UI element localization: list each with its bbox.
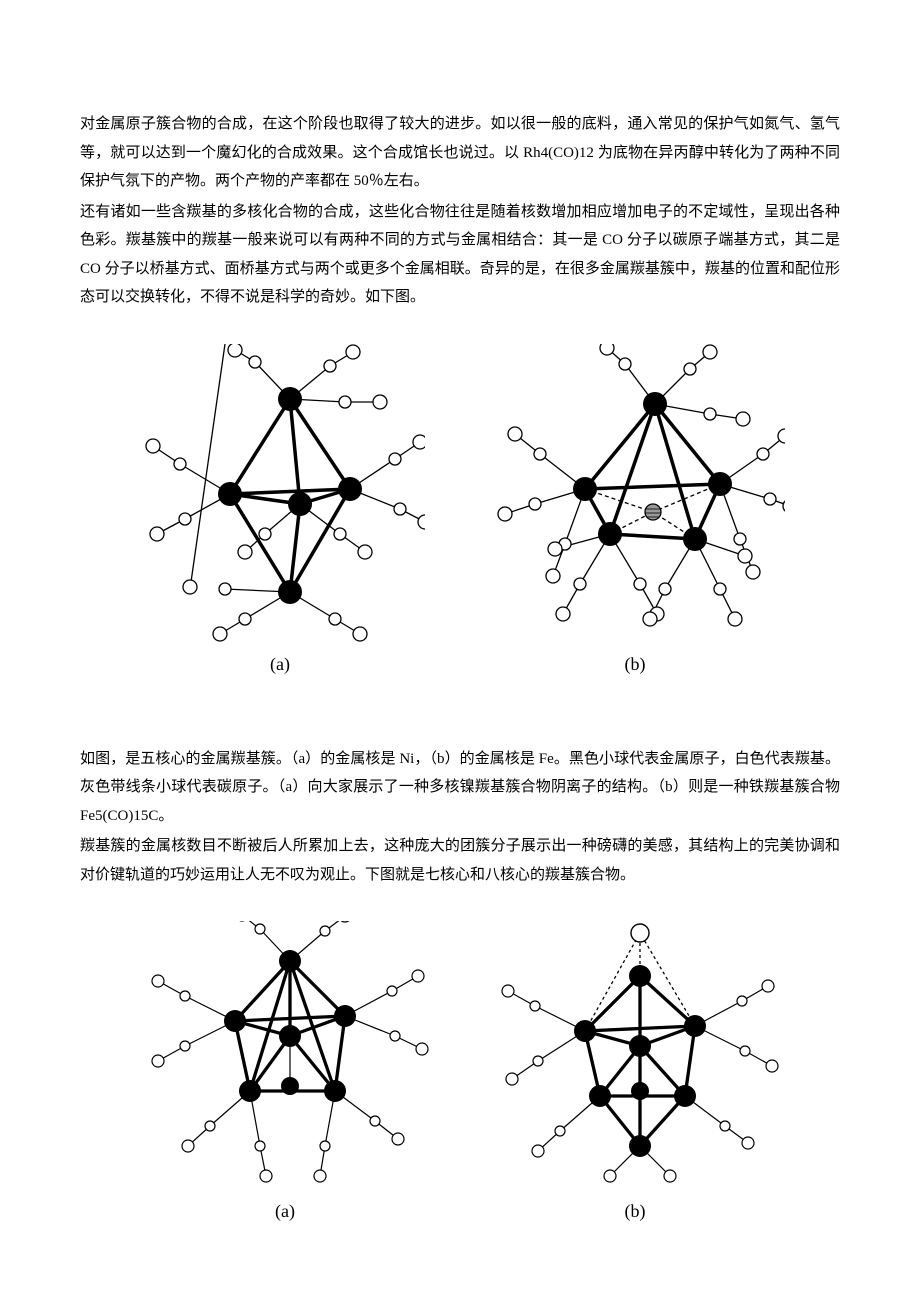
cluster-diagram-8core xyxy=(490,921,780,1191)
paragraph-1: 对金属原子簇合物的合成，在这个阶段也取得了较大的进步。如以很一般的底料，通入常见… xyxy=(80,110,840,196)
figure-1a-caption: (a) xyxy=(270,654,290,675)
figure-1b-caption: (b) xyxy=(625,654,646,675)
figure-1a: (a) xyxy=(135,344,425,675)
figure-group-2: (a) xyxy=(80,921,840,1222)
figure-2a: (a) xyxy=(140,921,430,1222)
document-page: 对金属原子簇合物的合成，在这个阶段也取得了较大的进步。如以很一般的底料，通入常见… xyxy=(0,0,920,1272)
cluster-diagram-ni5 xyxy=(135,344,425,644)
figure-1b: (b) xyxy=(485,344,785,675)
cluster-diagram-7core xyxy=(140,921,430,1191)
figure-group-1: (a) xyxy=(80,344,840,675)
figure-2b: (b) xyxy=(490,921,780,1222)
paragraph-4: 羰基簇的金属核数目不断被后人所累加上去，这种庞大的团簇分子展示出一种磅礴的美感，… xyxy=(80,832,840,889)
figure-2b-caption: (b) xyxy=(625,1201,646,1222)
paragraph-3: 如图，是五核心的金属羰基簇。（a）的金属核是 Ni，（b）的金属核是 Fe。黑色… xyxy=(80,745,840,831)
paragraph-2: 还有诸如一些含羰基的多核化合物的合成，这些化合物往往是随着核数增加相应增加电子的… xyxy=(80,198,840,312)
cluster-diagram-fe5c xyxy=(485,344,785,644)
figure-2a-caption: (a) xyxy=(275,1201,295,1222)
